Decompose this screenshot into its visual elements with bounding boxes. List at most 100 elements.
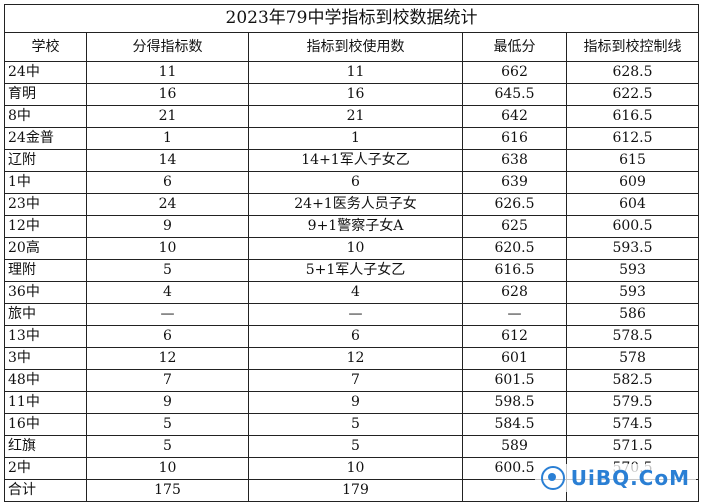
- cell-cutoff: 622.5: [565, 83, 700, 106]
- cell-min-score: 642: [462, 105, 567, 128]
- cell-min-score: 584.5: [462, 413, 567, 436]
- cell-school: 育明: [4, 83, 87, 106]
- cell-quota: 10: [86, 457, 249, 480]
- cell-cutoff: 600.5: [565, 215, 700, 238]
- cell-min-score: 598.5: [462, 391, 567, 414]
- cell-quota: —: [86, 303, 249, 326]
- cell-min-score: 628: [462, 281, 567, 304]
- cell-quota: 21: [86, 105, 249, 128]
- watermark-logo-icon: [540, 466, 565, 490]
- cell-min-score: 601: [462, 347, 567, 370]
- cell-quota: 16: [86, 83, 249, 106]
- cell-school: 48中: [4, 369, 87, 392]
- table-row: 48中 7 7 601.5 582.5: [4, 369, 700, 392]
- cell-used: 9: [248, 391, 463, 414]
- cell-cutoff: 615: [565, 149, 700, 172]
- table-row: 1中 6 6 639 609: [4, 171, 700, 194]
- cell-cutoff: 593.5: [565, 237, 700, 260]
- cell-school: 1中: [4, 171, 87, 194]
- cell-used: 12: [248, 347, 463, 370]
- cell-cutoff: 578.5: [565, 325, 700, 348]
- table-row: 16中 5 5 584.5 574.5: [4, 413, 700, 436]
- table-row: 23中 24 24+1医务人员子女 626.5 604: [4, 193, 700, 216]
- cell-min-score: 616: [462, 127, 567, 150]
- cell-used: 5: [248, 413, 463, 436]
- cell-school: 合计: [4, 479, 87, 502]
- cell-school: 13中: [4, 325, 87, 348]
- cell-cutoff: 578: [565, 347, 700, 370]
- cell-used: 14+1军人子女乙: [248, 149, 463, 172]
- cell-quota: 12: [86, 347, 249, 370]
- cell-school: 2中: [4, 457, 87, 480]
- cell-cutoff: 593: [565, 281, 700, 304]
- cell-min-score: 638: [462, 149, 567, 172]
- cell-school: 8中: [4, 105, 87, 128]
- cell-cutoff: 582.5: [565, 369, 700, 392]
- cell-quota: 11: [86, 61, 249, 84]
- cell-quota: 5: [86, 413, 249, 436]
- table-row: 11中 9 9 598.5 579.5: [4, 391, 700, 414]
- table-row: 辽附 14 14+1军人子女乙 638 615: [4, 149, 700, 172]
- cell-min-score: —: [462, 303, 567, 326]
- cell-quota: 7: [86, 369, 249, 392]
- cell-cutoff: 574.5: [565, 413, 700, 436]
- table-row: 36中 4 4 628 593: [4, 281, 700, 304]
- data-table: 2023年79中学指标到校数据统计 学校 分得指标数 指标到校使用数 最低分 指…: [3, 4, 700, 502]
- cell-used: 10: [248, 457, 463, 480]
- cell-cutoff: 571.5: [565, 435, 700, 458]
- cell-min-score: 616.5: [462, 259, 567, 282]
- watermark-text: UiBQ.CoM: [570, 466, 690, 490]
- cell-used: 7: [248, 369, 463, 392]
- cell-used: 5: [248, 435, 463, 458]
- cell-used: 179: [248, 479, 463, 502]
- cell-min-score: 612: [462, 325, 567, 348]
- cell-quota: 24: [86, 193, 249, 216]
- cell-used: 5+1军人子女乙: [248, 259, 463, 282]
- cell-used: 24+1医务人员子女: [248, 193, 463, 216]
- cell-quota: 9: [86, 215, 249, 238]
- cell-used: 6: [248, 171, 463, 194]
- cell-min-score: 645.5: [462, 83, 567, 106]
- header-used: 指标到校使用数: [248, 32, 463, 62]
- cell-used: 6: [248, 325, 463, 348]
- cell-school: 23中: [4, 193, 87, 216]
- cell-used: 21: [248, 105, 463, 128]
- cell-quota: 14: [86, 149, 249, 172]
- header-school: 学校: [4, 32, 87, 62]
- table-row: 育明 16 16 645.5 622.5: [4, 83, 700, 106]
- cell-min-score: 620.5: [462, 237, 567, 260]
- spreadsheet: 2023年79中学指标到校数据统计 学校 分得指标数 指标到校使用数 最低分 指…: [3, 4, 700, 502]
- table-title: 2023年79中学指标到校数据统计: [3, 4, 700, 33]
- cell-cutoff: 604: [565, 193, 700, 216]
- cell-school: 旅中: [4, 303, 87, 326]
- cell-quota: 1: [86, 127, 249, 150]
- cell-quota: 6: [86, 325, 249, 348]
- cell-quota: 5: [86, 259, 249, 282]
- table-row: 红旗 5 5 589 571.5: [4, 435, 700, 458]
- cell-quota: 175: [86, 479, 249, 502]
- cell-min-score: 626.5: [462, 193, 567, 216]
- cell-school: 24金普: [4, 127, 87, 150]
- table-row: 20高 10 10 620.5 593.5: [4, 237, 700, 260]
- cell-min-score: 589: [462, 435, 567, 458]
- cell-min-score: 662: [462, 61, 567, 84]
- cell-used: 9+1警察子女A: [248, 215, 463, 238]
- header-cutoff: 指标到校控制线: [565, 32, 700, 62]
- cell-min-score: 625: [462, 215, 567, 238]
- cell-quota: 5: [86, 435, 249, 458]
- table-row: 8中 21 21 642 616.5: [4, 105, 700, 128]
- cell-school: 36中: [4, 281, 87, 304]
- cell-quota: 9: [86, 391, 249, 414]
- cell-school: 20高: [4, 237, 87, 260]
- cell-school: 11中: [4, 391, 87, 414]
- header-min-score: 最低分: [462, 32, 567, 62]
- site-watermark: UiBQ.CoM: [534, 464, 696, 492]
- table-row: 旅中 — — —586: [4, 303, 700, 326]
- table-row: 3中 12 12 601 578: [4, 347, 700, 370]
- header-quota: 分得指标数: [86, 32, 249, 62]
- cell-quota: 4: [86, 281, 249, 304]
- cell-school: 16中: [4, 413, 87, 436]
- cell-quota: 6: [86, 171, 249, 194]
- cell-school: 辽附: [4, 149, 87, 172]
- cell-used: —: [248, 303, 463, 326]
